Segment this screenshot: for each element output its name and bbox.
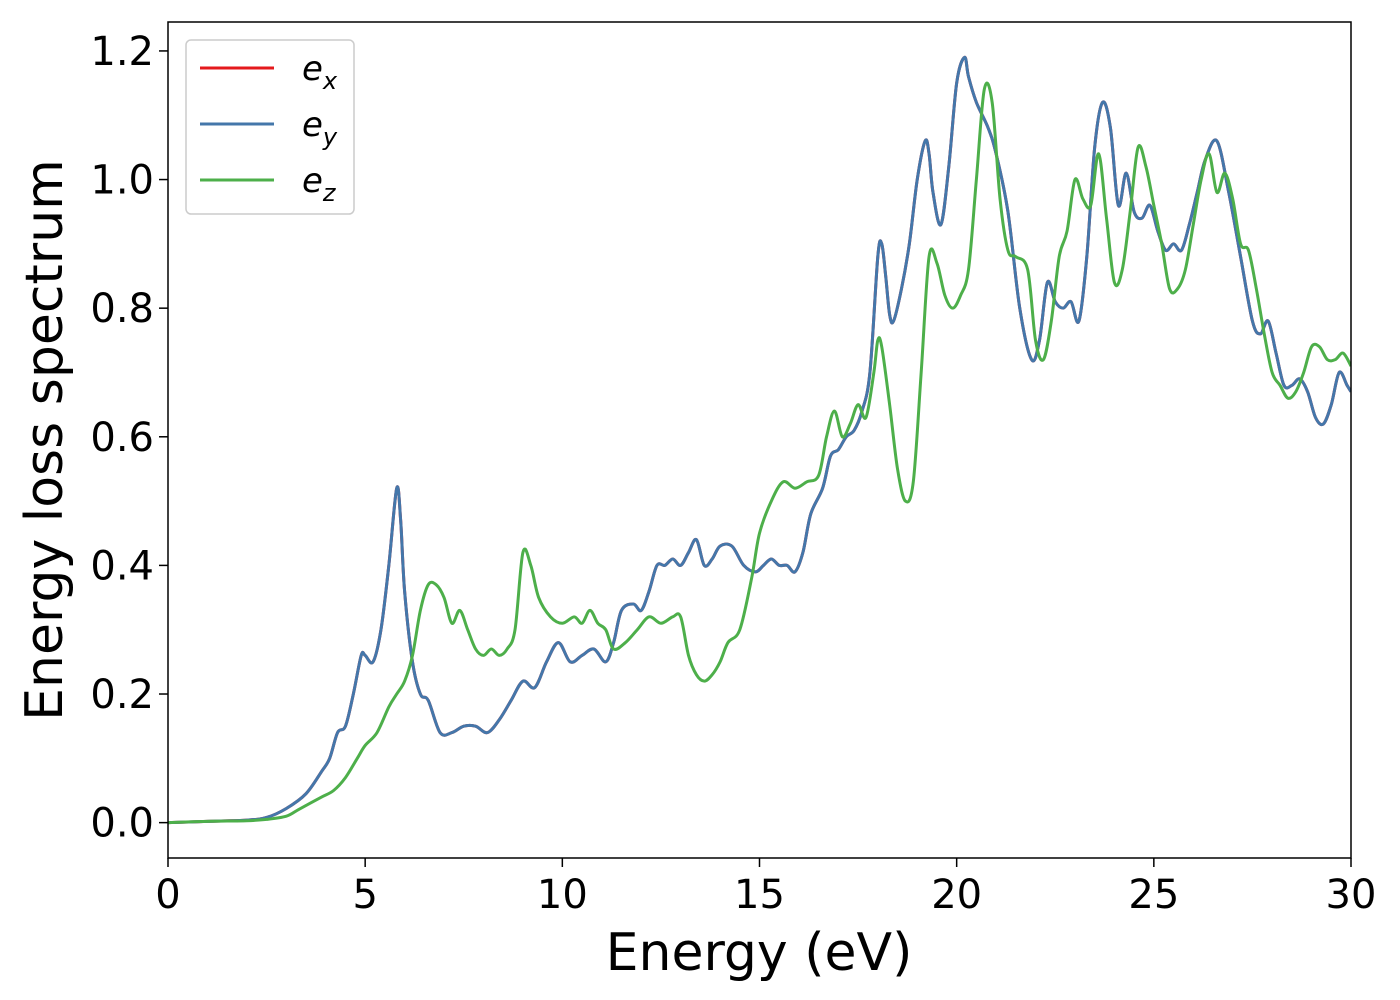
- legend: ex ey ez: [185, 39, 355, 215]
- x-axis-label: Energy (eV): [606, 923, 913, 983]
- legend-label-x: ex: [302, 49, 338, 95]
- y-tick-label: 0.4: [90, 543, 154, 589]
- legend-label-y: ey: [302, 105, 338, 151]
- y-tick-label: 1.0: [90, 158, 154, 204]
- y-axis-label: Energy loss spectrum: [15, 159, 75, 721]
- y-tick-label: 0.0: [90, 801, 154, 847]
- x-tick-label: 25: [1128, 872, 1179, 918]
- y-tick-label: 0.2: [90, 672, 154, 718]
- series-layer: [168, 55, 1351, 825]
- y-tick-label: 0.8: [90, 286, 154, 332]
- y-axis: 0.0 0.2 0.4 0.6 0.8 1.0 1.2: [90, 29, 168, 847]
- x-tick-label: 5: [352, 872, 377, 918]
- y-tick-label: 0.6: [90, 415, 154, 461]
- series-line-z: [168, 81, 1351, 825]
- y-tick-label: 1.2: [90, 29, 154, 75]
- x-tick-label: 20: [931, 872, 982, 918]
- x-tick-label: 30: [1326, 872, 1377, 918]
- x-tick-label: 10: [537, 872, 588, 918]
- legend-frame: [185, 39, 355, 215]
- series-line-y: [168, 55, 1351, 825]
- x-tick-label: 15: [734, 872, 785, 918]
- legend-label-z: ez: [302, 161, 337, 207]
- x-tick-label: 0: [155, 872, 180, 918]
- x-axis: 0 5 10 15 20 25 30: [155, 858, 1376, 918]
